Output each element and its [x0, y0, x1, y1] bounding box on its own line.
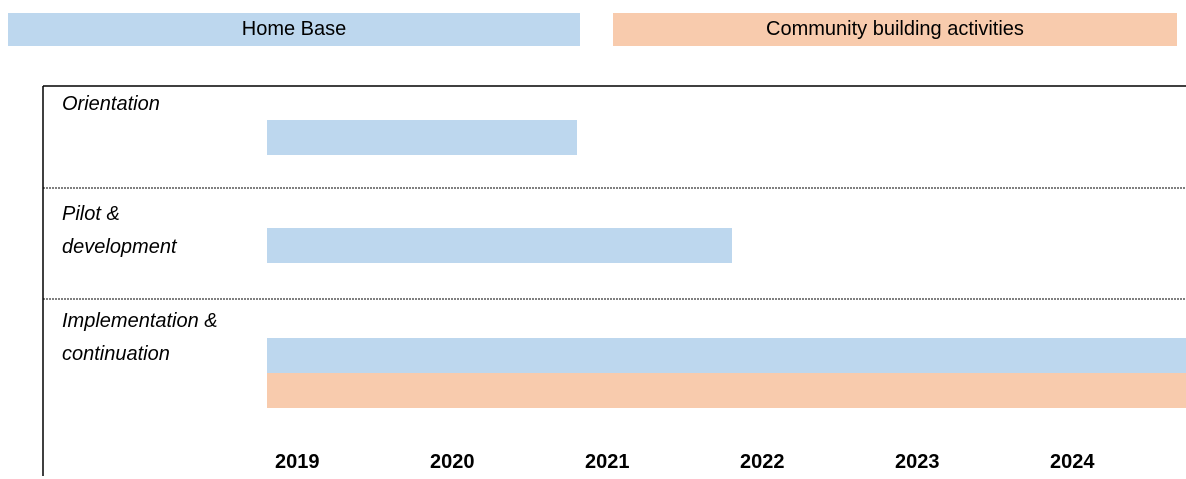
- row-label: Pilot & development: [62, 203, 177, 258]
- bar: [267, 338, 1186, 373]
- x-tick-label: 2020: [430, 451, 475, 473]
- bar: [267, 373, 1186, 408]
- x-tick-label: 2023: [895, 451, 940, 473]
- legend-item: Community building activities: [613, 13, 1177, 46]
- x-tick-label: 2022: [740, 451, 785, 473]
- bar: [267, 228, 732, 263]
- x-tick-label: 2021: [585, 451, 630, 473]
- x-tick-label: 2019: [275, 451, 320, 473]
- bar: [267, 120, 577, 155]
- legend-item: Home Base: [8, 13, 580, 46]
- x-tick-label: 2024: [1050, 451, 1095, 473]
- row-label: Orientation: [62, 93, 160, 115]
- row-label: Implementation & continuation: [62, 310, 218, 365]
